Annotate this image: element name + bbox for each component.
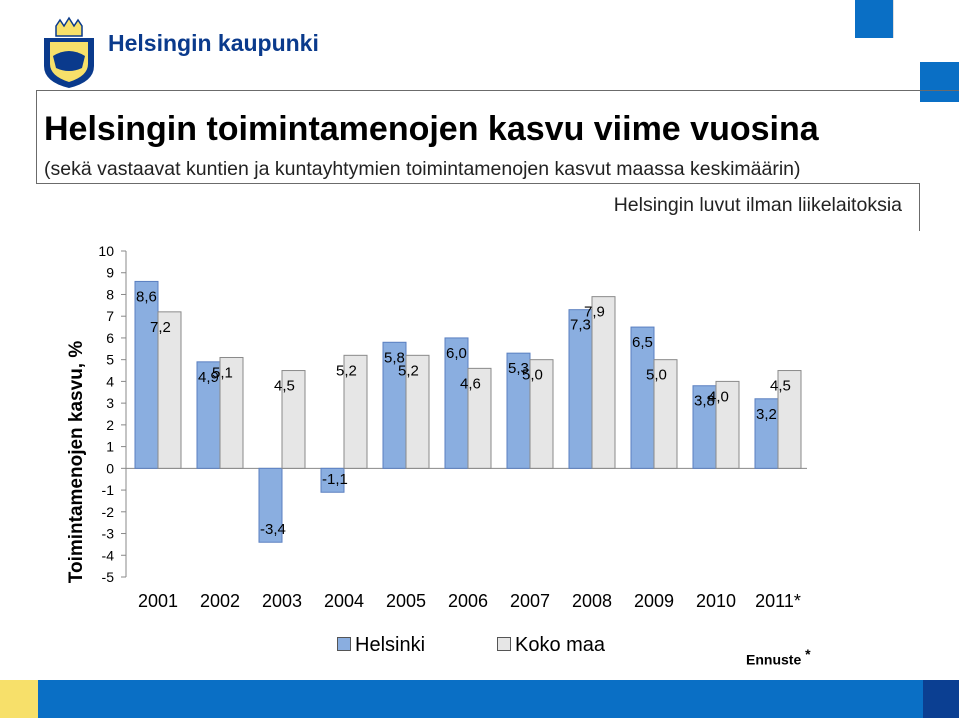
y-tick-label: -3	[102, 526, 115, 542]
page-title: Helsingin toimintamenojen kasvu viime vu…	[44, 110, 819, 148]
y-axis-label: Toimintamenojen kasvu, %	[66, 341, 87, 584]
data-label: 5,0	[522, 367, 543, 384]
data-label: 4,9	[198, 369, 219, 386]
footer-square-yellow	[0, 680, 38, 718]
y-tick-label: 3	[106, 395, 114, 411]
legend-label-koko-maa: Koko maa	[515, 634, 606, 656]
footer-bar	[0, 680, 959, 718]
data-label: 5,2	[398, 362, 419, 379]
data-label: 5,3	[508, 360, 529, 377]
page-subtitle: (sekä vastaavat kuntien ja kuntayhtymien…	[44, 158, 801, 180]
x-tick-label: 2004	[324, 591, 364, 611]
forecast-footnote: Ennuste *	[746, 646, 811, 668]
data-label: 5,2	[336, 362, 357, 379]
data-label: 7,3	[570, 317, 591, 334]
y-tick-label: 8	[106, 286, 114, 302]
bar-koko-maa-2005	[405, 354, 430, 469]
data-label: -3,4	[260, 521, 286, 538]
data-label: 6,5	[632, 334, 653, 351]
brand-name: Helsingin kaupunki	[108, 30, 319, 56]
bar-koko-maa-2002	[219, 356, 244, 469]
x-tick-label: 2006	[448, 591, 488, 611]
bar-helsinki-2004	[320, 467, 345, 493]
x-tick-label: 2011*	[755, 591, 801, 611]
data-label: 4,0	[708, 388, 729, 405]
bar-koko-maa-2008	[591, 296, 616, 469]
data-label: 8,6	[136, 288, 157, 305]
data-label: 7,9	[584, 304, 605, 321]
footer-square-dark-blue	[923, 680, 959, 718]
bar-koko-maa-2010	[715, 380, 740, 469]
bar-koko-maa-2006	[467, 367, 492, 469]
data-label: 4,6	[460, 375, 481, 392]
x-tick-label: 2002	[200, 591, 240, 611]
x-tick-label: 2007	[510, 591, 550, 611]
y-tick-label: 0	[106, 460, 114, 476]
bar-koko-maa-2004	[343, 354, 368, 469]
header-divider-bottom	[36, 183, 920, 184]
data-label: 4,5	[274, 378, 295, 395]
y-tick-label: 7	[106, 308, 114, 324]
y-tick-label: 1	[106, 439, 114, 455]
y-tick-label: -4	[102, 547, 115, 563]
header-divider-right	[919, 183, 920, 231]
x-tick-label: 2001	[138, 591, 178, 611]
legend-swatch-helsinki	[337, 637, 351, 651]
x-tick-label: 2005	[386, 591, 426, 611]
y-tick-label: 2	[106, 417, 114, 433]
header-divider-left	[36, 90, 37, 184]
bar-koko-maa-2009	[653, 359, 678, 469]
bars-layer	[134, 280, 802, 543]
legend-item-helsinki: Helsinki	[337, 634, 425, 657]
y-tick-label: 9	[106, 265, 114, 281]
x-tick-label: 2009	[634, 591, 674, 611]
y-tick-label: -2	[102, 504, 115, 520]
data-label: -1,1	[322, 471, 348, 488]
y-tick-label: 5	[106, 352, 114, 368]
data-label: 3,2	[756, 406, 777, 423]
y-tick-label: 6	[106, 330, 114, 346]
legend-item-koko-maa: Koko maa	[497, 634, 605, 657]
y-tick-label: -5	[102, 569, 115, 585]
y-tick-label: 4	[106, 373, 114, 389]
x-tick-label: 2010	[696, 591, 736, 611]
bar-koko-maa-2007	[529, 359, 554, 469]
legend-swatch-koko-maa	[497, 637, 511, 651]
header-divider-top	[36, 90, 959, 91]
y-tick-label: 10	[98, 243, 114, 259]
forecast-footnote-text: Ennuste	[746, 651, 802, 668]
data-label: 4,5	[770, 378, 791, 395]
data-label: 5,8	[384, 349, 405, 366]
data-label: 5,0	[646, 367, 667, 384]
x-tick-label: 2008	[572, 591, 612, 611]
bar-koko-maa-2001	[157, 311, 182, 469]
bar-helsinki-2001	[134, 280, 159, 469]
bar-koko-maa-2003	[281, 370, 306, 469]
legend-label-helsinki: Helsinki	[355, 634, 426, 656]
data-label: 6,0	[446, 345, 467, 362]
helsinki-coat-of-arms-logo	[38, 16, 100, 90]
x-tick-label: 2003	[262, 591, 302, 611]
y-tick-label: -1	[102, 482, 115, 498]
data-label: 5,1	[212, 364, 233, 381]
data-labels-layer: 8,6 4,9 -3,4 -1,1 5,8 6,0 5,3 7,3 6,5 3,8 3,2 7,2 5,…	[136, 288, 791, 538]
data-label: 3,8	[694, 393, 715, 410]
corner-square-white	[893, 0, 930, 38]
forecast-footnote-mark: *	[805, 646, 811, 662]
bar-koko-maa-2011	[777, 370, 802, 469]
data-note: Helsingin luvut ilman liikelaitoksia	[613, 194, 902, 216]
bar-helsinki-2003	[258, 467, 283, 543]
corner-square-blue-2	[920, 62, 959, 102]
data-label: 7,2	[150, 319, 171, 336]
corner-square-blue	[855, 0, 893, 38]
